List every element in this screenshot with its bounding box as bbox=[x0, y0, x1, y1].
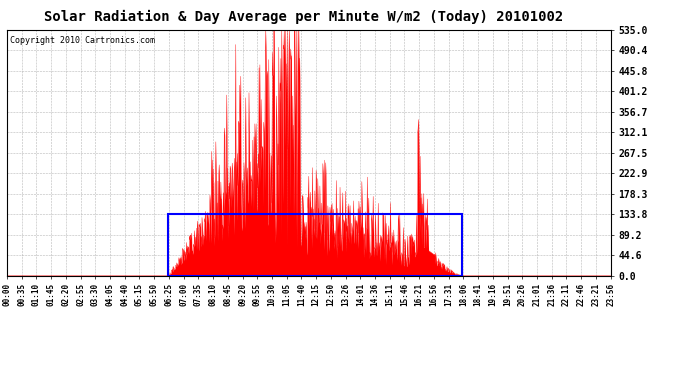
Text: Solar Radiation & Day Average per Minute W/m2 (Today) 20101002: Solar Radiation & Day Average per Minute… bbox=[44, 9, 563, 24]
Text: Copyright 2010 Cartronics.com: Copyright 2010 Cartronics.com bbox=[10, 36, 155, 45]
Bar bbox=[168, 214, 462, 276]
